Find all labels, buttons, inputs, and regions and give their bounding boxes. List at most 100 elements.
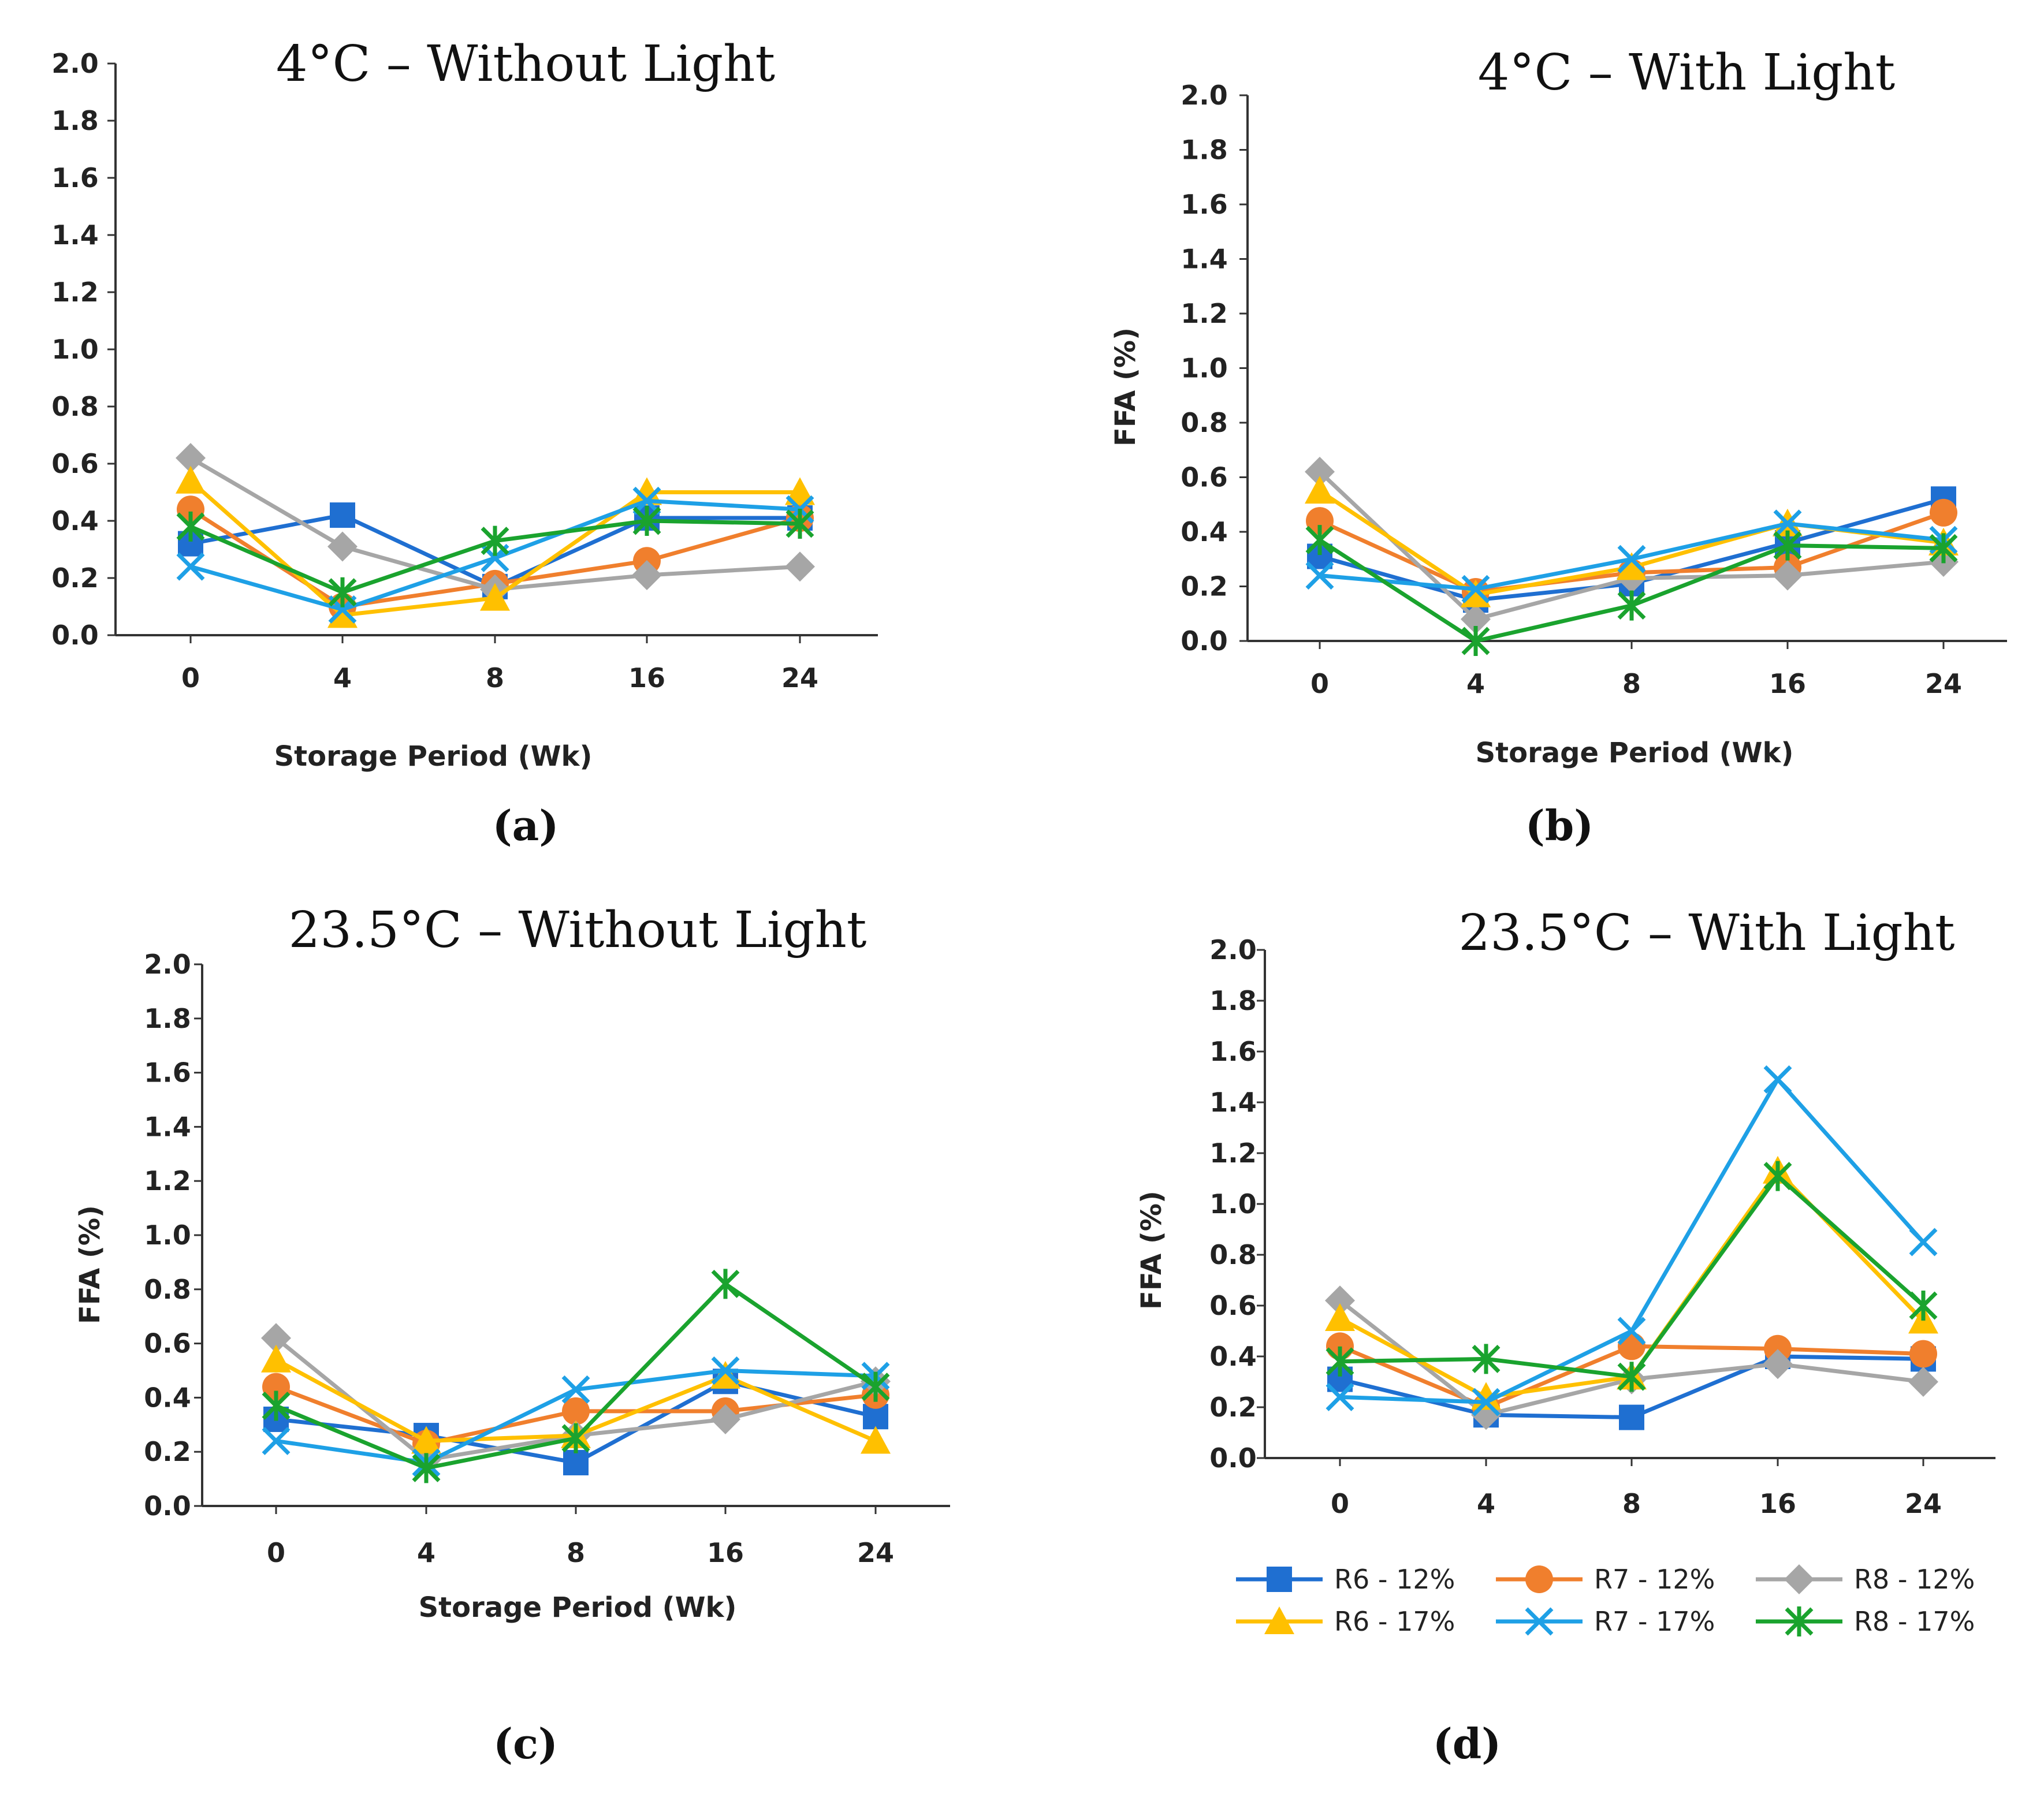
data-point <box>176 511 205 542</box>
data-point <box>861 1371 890 1402</box>
y-axis-ticks: 0.0 0.2 0.4 0.6 0.8 1.0 1.2 1.4 1.6 1.8 2.0 <box>1209 934 1257 1474</box>
data-point <box>562 1397 590 1425</box>
y-tick-label: 1.0 <box>144 1220 191 1251</box>
data-point <box>261 1344 291 1373</box>
legend-label: R7 - 17% <box>1594 1606 1715 1637</box>
x-axis-ticks: 0 4 8 16 24 <box>267 1537 894 1568</box>
y-tick-label: 0.8 <box>51 391 99 422</box>
data-point <box>563 1449 589 1475</box>
legend-marker <box>1264 1606 1294 1634</box>
y-tick-label: 0.0 <box>51 620 99 651</box>
panel-caption: (c) <box>493 1719 558 1768</box>
data-point <box>1929 533 1958 564</box>
data-point <box>1617 1362 1646 1392</box>
data-point <box>411 1426 441 1454</box>
axes <box>1257 949 1995 1466</box>
data-point <box>1326 1382 1354 1411</box>
y-tick-label: 1.0 <box>1181 353 1228 384</box>
y-tick-label: 0.8 <box>144 1274 191 1305</box>
data-point <box>1617 1317 1646 1345</box>
data-point <box>1763 1065 1792 1094</box>
plot-area <box>1305 457 1959 656</box>
x-tick-label: 24 <box>1925 668 1962 699</box>
x-tick-label: 24 <box>857 1537 894 1568</box>
data-point <box>632 560 662 591</box>
data-point <box>1930 498 1957 527</box>
data-point <box>176 443 206 474</box>
data-point <box>1461 626 1490 656</box>
data-point <box>785 508 814 539</box>
data-point <box>1325 1303 1355 1331</box>
data-point <box>710 1404 740 1434</box>
series-r8-17- <box>262 1269 890 1483</box>
y-tick-label: 0.4 <box>1181 516 1228 547</box>
data-point <box>710 1360 740 1389</box>
y-axis-label: FFA (%) <box>1110 327 1142 446</box>
data-point <box>262 1390 291 1421</box>
legend-marker <box>1525 1565 1553 1593</box>
x-tick-label: 16 <box>1769 668 1806 699</box>
data-point <box>480 583 510 611</box>
data-point <box>1909 1291 1938 1321</box>
chart-title: 4°C – With Light <box>1478 44 1895 102</box>
data-point <box>1908 1367 1938 1397</box>
x-tick-label: 4 <box>1466 668 1485 699</box>
data-point <box>328 577 357 607</box>
x-tick-label: 8 <box>1622 668 1641 699</box>
chart-title: 4°C – Without Light <box>276 35 775 93</box>
legend-label: R8 - 17% <box>1854 1606 1975 1637</box>
data-point <box>1909 1228 1938 1257</box>
chart-panel-d: 23.5°C – With Light 0.0 0.2 0.4 0.6 0.8 1.0 1.… <box>1135 904 1995 1768</box>
y-tick-label: 1.8 <box>1209 985 1257 1016</box>
y-tick-label: 1.6 <box>1181 189 1228 220</box>
data-point <box>1461 604 1491 635</box>
y-tick-label: 0.4 <box>1209 1341 1257 1372</box>
y-tick-label: 0.2 <box>1209 1392 1257 1423</box>
x-tick-label: 24 <box>1905 1488 1942 1519</box>
data-point <box>1619 1404 1644 1430</box>
y-axis-label: FFA (%) <box>1135 1191 1168 1310</box>
legend-label: R6 - 12% <box>1334 1564 1455 1595</box>
data-point <box>1472 1344 1501 1374</box>
y-tick-label: 0.4 <box>51 505 99 536</box>
data-point <box>1326 1346 1354 1377</box>
plot-area <box>176 443 815 628</box>
y-tick-label: 0.2 <box>51 562 99 594</box>
x-tick-label: 0 <box>181 662 200 694</box>
y-tick-label: 1.6 <box>51 162 99 193</box>
y-tick-label: 2.0 <box>1209 934 1257 965</box>
x-axis-label: Storage Period (Wk) <box>419 1591 737 1624</box>
y-axis-ticks: 0.0 0.2 0.4 0.6 0.8 1.0 1.2 1.4 1.6 1.8 2.0 <box>144 949 191 1522</box>
legend: R6 - 12% R7 - 12% R8 - 12% R6 - 17% R7 - 17%… <box>1236 1564 1975 1637</box>
x-axis-label: Storage Period (Wk) <box>1476 737 1794 769</box>
y-axis-ticks: 0.0 0.2 0.4 0.6 0.8 1.0 1.2 1.4 1.6 1.8 2.0 <box>1181 80 1228 657</box>
y-tick-label: 1.8 <box>51 105 99 136</box>
x-tick-label: 0 <box>1310 668 1329 699</box>
data-point <box>632 506 661 536</box>
data-point <box>561 1375 590 1404</box>
x-tick-label: 4 <box>1477 1488 1495 1519</box>
axes <box>107 62 878 643</box>
y-tick-label: 0.6 <box>144 1328 191 1359</box>
y-tick-label: 0.0 <box>1181 625 1228 657</box>
x-tick-label: 0 <box>1331 1488 1349 1519</box>
data-point <box>632 486 661 515</box>
data-point <box>330 502 355 528</box>
data-point <box>1305 525 1334 555</box>
y-tick-label: 1.0 <box>1209 1188 1257 1220</box>
y-tick-label: 0.8 <box>1181 407 1228 438</box>
data-point <box>261 1323 291 1354</box>
data-point <box>262 1373 290 1401</box>
series-r7-17- <box>1326 1065 1938 1416</box>
panel-caption: (d) <box>1433 1719 1501 1768</box>
data-point <box>1305 561 1334 590</box>
data-point <box>1305 476 1335 504</box>
legend-marker <box>1267 1567 1292 1592</box>
y-tick-label: 1.4 <box>1209 1087 1257 1118</box>
x-tick-label: 4 <box>417 1537 435 1568</box>
chart-panel-c: 23.5°C – Without Light 0.0 0.2 0.4 0.6 0.8 1.… <box>74 901 950 1768</box>
legend-marker <box>1525 1607 1554 1636</box>
data-point <box>1305 457 1335 487</box>
data-point <box>785 477 815 505</box>
